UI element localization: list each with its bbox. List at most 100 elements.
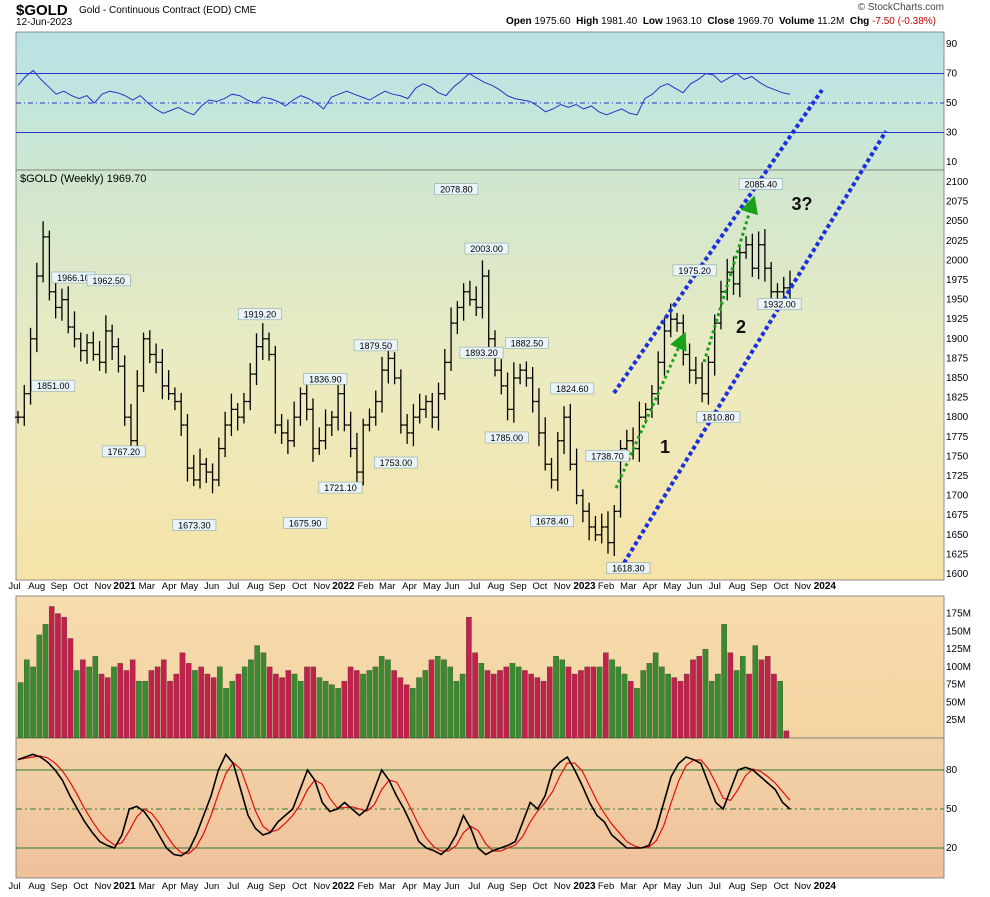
volume-bar: [777, 680, 783, 739]
ohlc-bar: [686, 343, 693, 384]
price-x-tick: Aug: [28, 581, 45, 592]
ohlc-bar: [33, 262, 40, 353]
price-label: 1678.40: [530, 515, 574, 527]
ohlc-bar: [215, 437, 222, 487]
volume-bar: [603, 652, 609, 739]
volume-bar: [447, 666, 453, 739]
ohlc-bar: [360, 418, 367, 486]
price-x-tick: 2024: [814, 581, 837, 592]
price-tick: 1850: [946, 373, 969, 384]
ohlc-bar: [372, 390, 379, 426]
stochastic-x-tick: Sep: [269, 881, 286, 892]
volume-bar: [727, 652, 734, 739]
ohlc-bar: [416, 393, 423, 424]
ohlc-bar: [473, 286, 480, 317]
rsi-line: [17, 69, 791, 116]
wave-label: 3?: [791, 194, 812, 214]
rsi-tick: 70: [946, 69, 958, 80]
stochastic-x-tick: Oct: [73, 881, 88, 892]
ohlc-bar: [309, 398, 316, 462]
ohlc-bar: [90, 331, 97, 361]
volume-bar: [279, 677, 285, 739]
svg-text:1882.50: 1882.50: [511, 339, 544, 349]
volume-bar: [715, 673, 721, 739]
ohlc-bar: [448, 307, 455, 371]
price-x-tick: 2021: [113, 581, 136, 592]
price-tick: 1600: [946, 569, 969, 580]
svg-text:2078.80: 2078.80: [440, 185, 473, 195]
stochastic-x-tick: Sep: [510, 881, 527, 892]
volume-tick: 50M: [946, 697, 965, 708]
ohlc-bar: [479, 260, 486, 319]
stochastic-x-tick: Apr: [643, 881, 658, 892]
price-x-tick: Apr: [162, 581, 177, 592]
volume-bar: [80, 659, 86, 739]
volume-bar: [640, 670, 646, 739]
ohlc-bar: [454, 301, 461, 335]
price-x-tick: May: [180, 581, 198, 592]
rsi-tick: 10: [946, 157, 958, 168]
volume-bar: [596, 666, 603, 739]
volume-bar: [42, 624, 49, 739]
stochastic-d-line: [17, 755, 791, 855]
ohlc-bar: [598, 513, 605, 544]
stochastic-x-tick: Mar: [620, 881, 636, 892]
price-x-tick: Aug: [729, 581, 746, 592]
ohlc-bar: [573, 448, 580, 505]
ohlc-bar: [422, 395, 429, 418]
volume-bar: [634, 688, 640, 739]
volume-bar: [621, 673, 628, 739]
stochastic-x-tick: Jun: [204, 881, 219, 892]
symbol-title: $GOLD: [16, 2, 68, 19]
stockcharts-brand: © StockCharts.com: [857, 2, 944, 13]
volume-bar: [142, 680, 148, 739]
volume-bar: [341, 680, 348, 739]
price-label: 1962.50: [86, 274, 131, 287]
ohlc-bar: [190, 454, 197, 487]
volume-bar: [466, 616, 472, 739]
stochastic-x-tick: Oct: [532, 881, 547, 892]
ohlc-bar: [121, 355, 128, 426]
ohlc-bar: [761, 229, 768, 282]
ohlc-bar: [316, 427, 323, 455]
ohlc-bar: [278, 414, 285, 444]
ohlc-bar: [109, 324, 116, 360]
ohlc-bar: [347, 411, 354, 458]
stochastic-x-tick: May: [423, 881, 441, 892]
price-tick: 1825: [946, 393, 969, 404]
price-x-tick: Apr: [402, 581, 417, 592]
chart-header: $GOLD Gold - Continuous Contract (EOD) C…: [0, 0, 990, 32]
price-x-tick: Feb: [357, 581, 373, 592]
wave-label: 2: [736, 317, 746, 337]
volume-bar: [329, 684, 335, 739]
volume-bar: [684, 673, 690, 739]
ohlc-bar: [77, 332, 84, 362]
stochastic-x-tick: May: [663, 881, 681, 892]
volume-bar: [565, 666, 572, 739]
stochastic-x-tick: Jun: [687, 881, 702, 892]
ohlc-bar: [165, 370, 172, 400]
price-label: 2085.40: [738, 178, 783, 190]
volume-bar: [273, 673, 279, 739]
volume-bar: [627, 680, 634, 739]
price-tick: 1675: [946, 510, 969, 521]
ohlc-bar: [504, 372, 511, 421]
ohlc-bar: [429, 392, 436, 429]
ohlc-bar: [661, 317, 668, 376]
chart-date: 12-Jun-2023: [16, 17, 73, 28]
volume-bar: [92, 656, 99, 739]
stochastic-x-tick: Aug: [28, 881, 45, 892]
channel-lower-line: [622, 129, 888, 565]
volume-bar: [752, 645, 759, 739]
volume-bar: [646, 663, 653, 739]
price-x-tick: Sep: [51, 581, 68, 592]
volume-bar: [491, 673, 497, 739]
ohlc-bar: [127, 403, 134, 452]
ohlc-bar: [27, 327, 34, 405]
ohlc-bar: [284, 419, 291, 455]
ohlc-bar: [692, 356, 699, 385]
quote-summary: Open 1975.60 High 1981.40 Low 1963.10 Cl…: [506, 16, 936, 27]
volume-bar: [86, 666, 92, 739]
price-x-tick: Aug: [247, 581, 264, 592]
ohlc-bar: [561, 406, 568, 455]
